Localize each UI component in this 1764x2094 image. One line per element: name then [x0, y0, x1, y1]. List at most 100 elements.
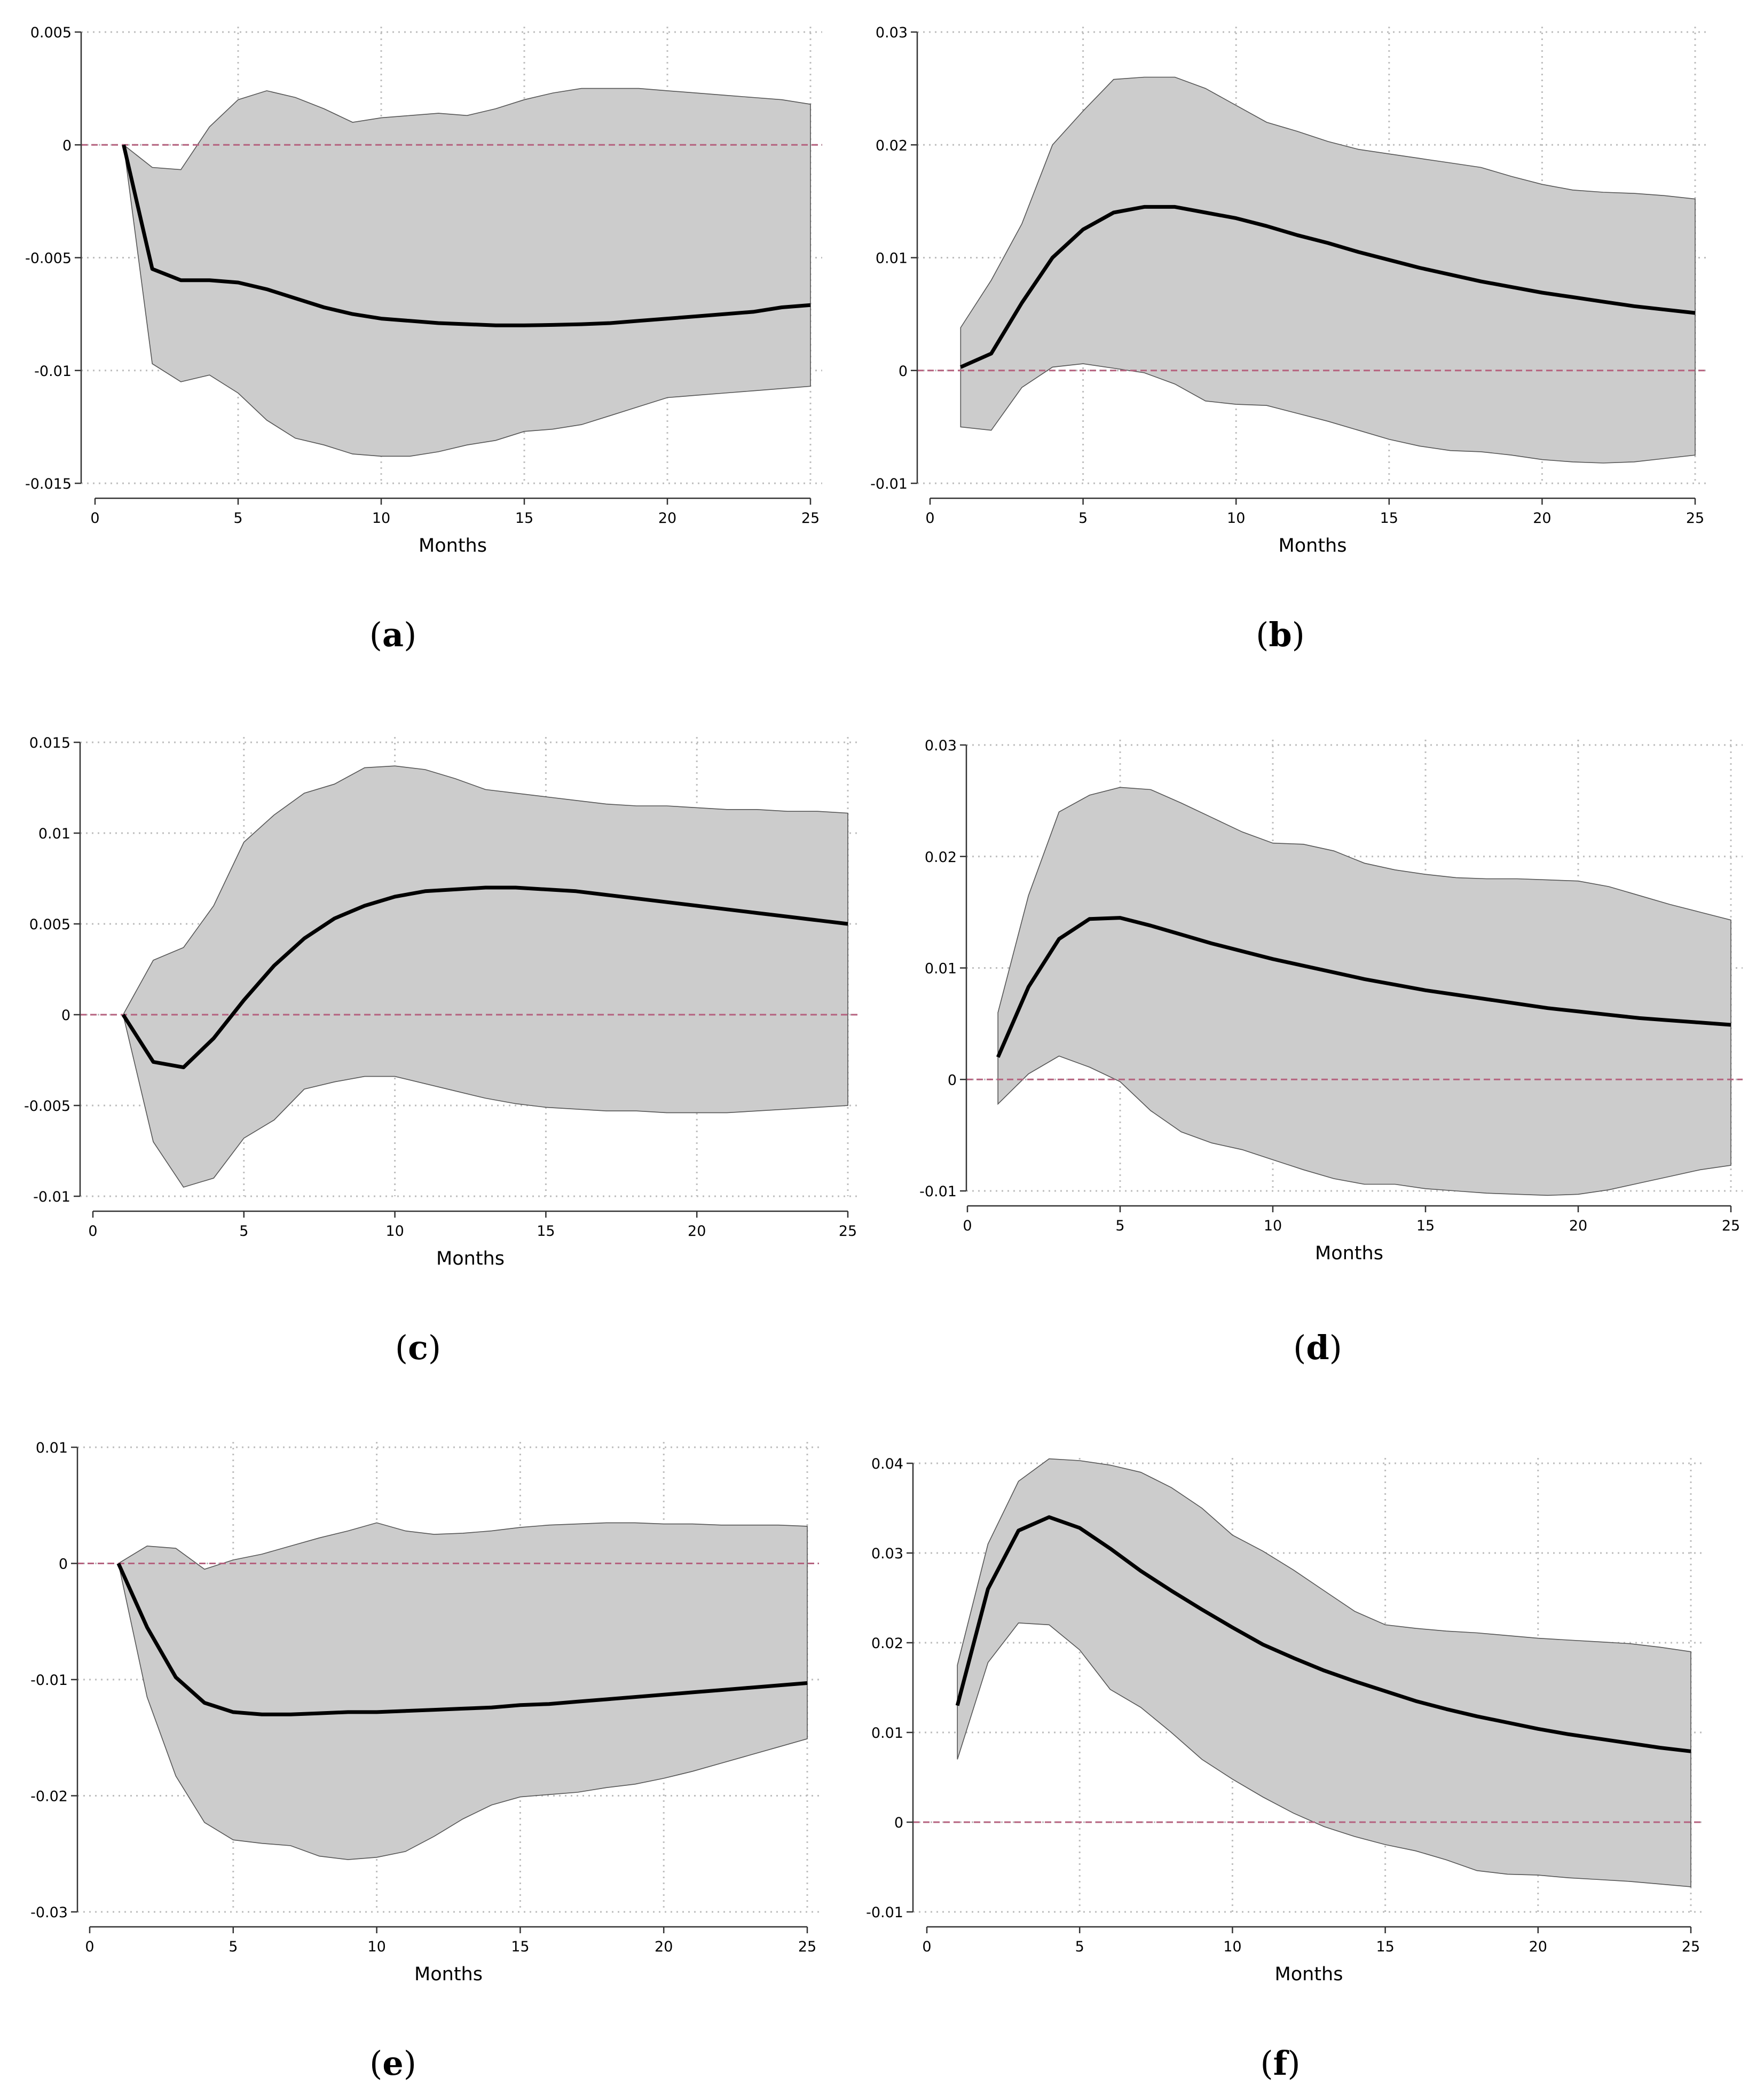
x-tick-label: 15 — [511, 1939, 529, 1955]
response-line — [116, 1563, 808, 1716]
subfigure-letter: b — [1269, 615, 1292, 654]
x-tick-label: 20 — [658, 510, 676, 527]
x-tick-label: 25 — [1682, 1939, 1700, 1955]
x-tick-label: 10 — [1223, 1939, 1241, 1955]
chart-panel-b: -0.01 0 0.01 0.02 0.03 0 5 10 15 20 25 Months (b) — [870, 25, 1707, 654]
x-tick-label: 0 — [88, 1223, 97, 1240]
y-tick-label: -0.01 — [870, 476, 908, 492]
y-tick-label: 0 — [894, 1815, 903, 1831]
subfigure-letter: e — [382, 2044, 403, 2083]
y-tick-label: -0.02 — [30, 1789, 68, 1805]
y-tick-label: 0.02 — [871, 1635, 903, 1652]
x-axis-label: Months — [1315, 1243, 1383, 1264]
x-tick-label: 20 — [655, 1939, 673, 1955]
x-tick-label: 5 — [1115, 1218, 1124, 1234]
y-tick-label: 0.005 — [30, 25, 72, 41]
response-line — [121, 885, 848, 1070]
y-tick-label: -0.01 — [30, 1672, 68, 1689]
x-tick-label: 5 — [229, 1939, 238, 1955]
confidence-band — [997, 787, 1731, 1196]
x-tick-label: 15 — [515, 510, 533, 527]
y-tick-label: 0 — [62, 137, 72, 154]
x-axis-label: Months — [436, 1248, 505, 1269]
response-line — [955, 1515, 1691, 1753]
x-tick-label: 15 — [1376, 1939, 1394, 1955]
y-tick-label: 0.03 — [871, 1546, 903, 1562]
x-tick-label: 15 — [1380, 510, 1398, 527]
chart-panel-f: -0.01 0 0.01 0.02 0.03 0.04 0 5 10 15 20 25 Months (f… — [866, 1456, 1703, 2083]
subfigure-letter: a — [382, 615, 404, 654]
y-tick-label: -0.01 — [34, 363, 72, 380]
subfigure-caption: (d) — [1293, 1328, 1342, 1367]
subfigure-caption: (e) — [369, 2044, 416, 2083]
y-tick-label: 0.005 — [29, 916, 70, 933]
subfigure-letter: c — [408, 1328, 428, 1367]
subfigure-caption: (b) — [1256, 615, 1305, 654]
y-tick-label: 0.015 — [29, 735, 70, 751]
y-tick-label: -0.01 — [33, 1189, 70, 1205]
x-tick-label: 10 — [372, 510, 390, 527]
x-tick-label: 0 — [963, 1218, 972, 1234]
x-axis-label: Months — [419, 535, 487, 556]
y-tick-label: 0.01 — [871, 1725, 903, 1742]
subfigure-letter: f — [1273, 2044, 1289, 2083]
y-tick-label: 0 — [59, 1556, 68, 1573]
x-axis-label: Months — [414, 1964, 483, 1985]
chart-panel-e: -0.03 -0.02 -0.01 0 0.01 0 5 10 15 20 25 Months (e) — [30, 1440, 819, 2083]
y-tick-label: 0.01 — [925, 961, 957, 977]
x-tick-label: 10 — [367, 1939, 385, 1955]
y-tick-label: 0.03 — [876, 25, 908, 41]
x-tick-label: 25 — [839, 1223, 857, 1240]
x-tick-label: 10 — [385, 1223, 404, 1240]
x-tick-label: 20 — [688, 1223, 706, 1240]
subfigure-caption: (f) — [1260, 2044, 1300, 2083]
y-tick-label: 0.02 — [925, 849, 957, 866]
x-tick-label: 20 — [1533, 510, 1551, 527]
y-tick-label: 0 — [948, 1072, 957, 1088]
x-tick-label: 5 — [1075, 1939, 1084, 1955]
confidence-band — [122, 765, 848, 1188]
response-line — [996, 916, 1731, 1058]
x-tick-label: 20 — [1529, 1939, 1547, 1955]
subfigure-caption: (c) — [395, 1328, 441, 1367]
y-tick-label: 0.03 — [925, 738, 957, 754]
confidence-band — [117, 1522, 808, 1860]
x-tick-label: 0 — [90, 510, 99, 527]
y-tick-label: 0.01 — [38, 826, 70, 842]
chart-panel-a: -0.015 -0.01 -0.005 0 0.005 0 5 10 15 20 25 Months (… — [25, 25, 822, 654]
x-tick-label: 10 — [1227, 510, 1245, 527]
x-tick-label: 5 — [233, 510, 242, 527]
y-tick-label: -0.01 — [866, 1904, 903, 1921]
y-tick-label: 0.01 — [36, 1440, 68, 1456]
x-tick-label: 25 — [1686, 510, 1704, 527]
x-tick-label: 25 — [798, 1939, 816, 1955]
y-tick-label: -0.005 — [25, 250, 72, 267]
y-tick-label: 0 — [61, 1007, 70, 1024]
x-tick-label: 25 — [1722, 1218, 1740, 1234]
x-tick-label: 15 — [1416, 1218, 1435, 1234]
chart-panel-c: -0.01 -0.005 0 0.005 0.01 0.015 0 5 10 15 20 25 Mont… — [24, 735, 860, 1367]
y-tick-label: -0.005 — [24, 1098, 70, 1115]
x-tick-label: 5 — [239, 1223, 248, 1240]
x-tick-label: 15 — [537, 1223, 555, 1240]
y-tick-label: 0.02 — [876, 137, 908, 154]
x-tick-label: 5 — [1078, 510, 1088, 527]
x-axis-label: Months — [1275, 1964, 1343, 1985]
y-tick-label: -0.01 — [919, 1183, 957, 1200]
confidence-band — [123, 88, 811, 457]
y-tick-label: 0.04 — [871, 1456, 903, 1472]
x-tick-label: 20 — [1569, 1218, 1587, 1234]
x-axis-label: Months — [1279, 535, 1347, 556]
confidence-band — [960, 76, 1696, 464]
confidence-band — [957, 1458, 1691, 1887]
subfigure-letter: d — [1306, 1328, 1329, 1367]
y-tick-label: -0.015 — [25, 476, 72, 492]
y-tick-label: 0 — [899, 363, 908, 380]
x-tick-label: 10 — [1264, 1218, 1282, 1234]
response-line — [959, 205, 1696, 369]
x-tick-label: 0 — [85, 1939, 94, 1955]
y-tick-label: -0.03 — [30, 1904, 68, 1921]
x-tick-label: 25 — [801, 510, 820, 527]
x-tick-label: 0 — [925, 510, 934, 527]
